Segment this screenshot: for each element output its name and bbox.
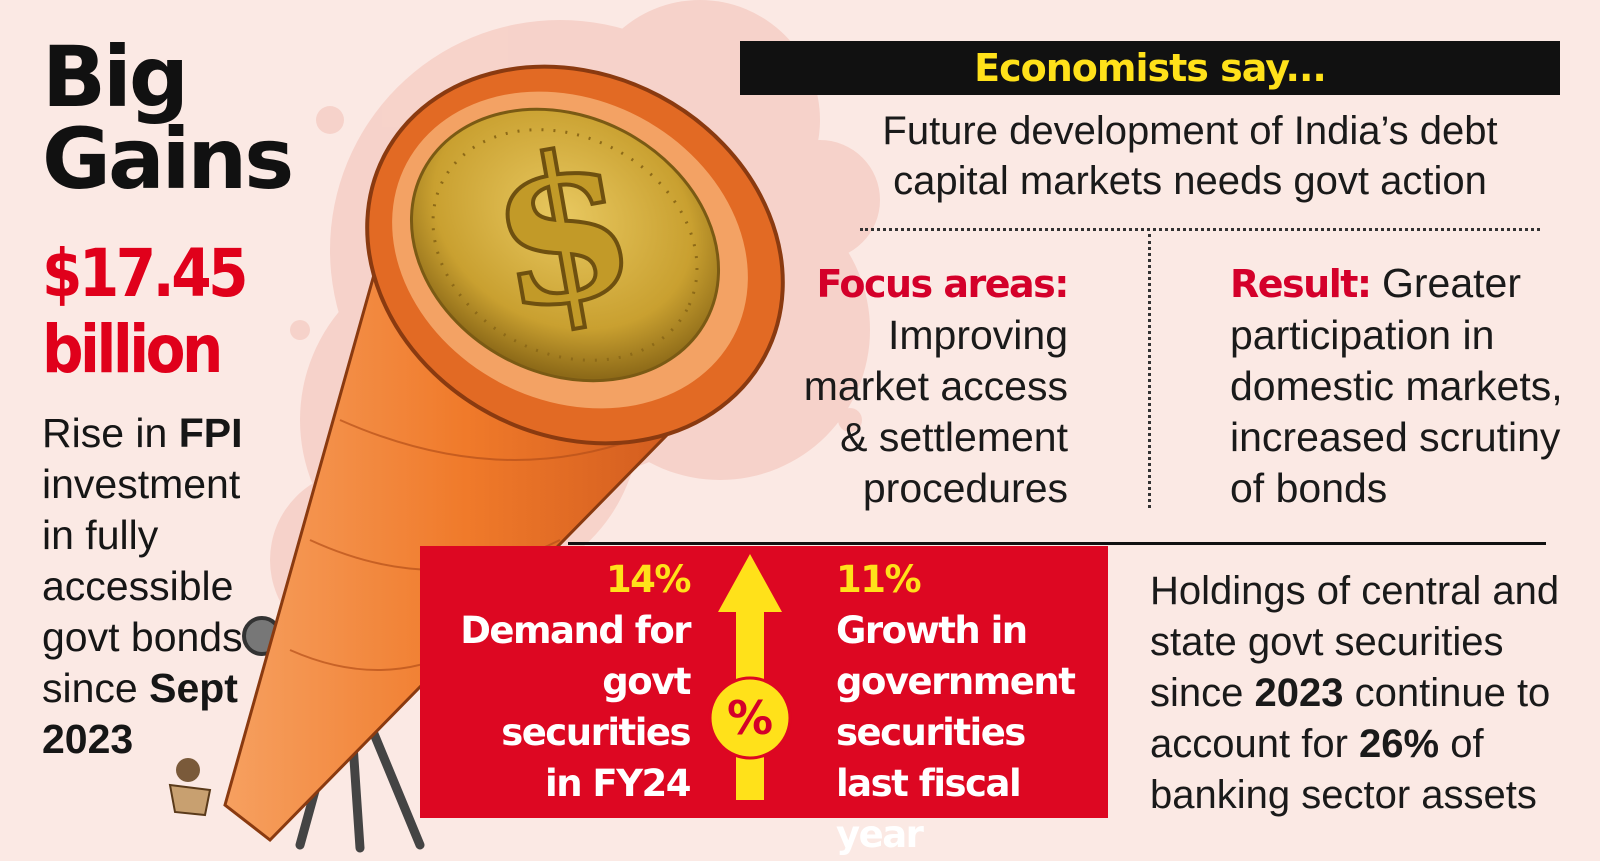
note-text-2: continue to account for [1150,671,1551,766]
stat-demand: 14% Demand for govt securities in FY24 [460,554,692,809]
banner-label: Economists say... [974,46,1327,90]
desc-text: Rise in [42,410,179,456]
stat-growth-percent: 11% [836,558,922,601]
title-line-1: Big [42,28,189,126]
dotted-divider-vertical [1148,234,1151,508]
focus-areas-block: Focus areas: Improving market access & s… [800,258,1070,514]
stat-demand-percent: 14% [605,558,692,601]
page-title: Big Gains [42,28,322,208]
desc-bold-fpi: FPI [178,410,243,456]
result-label: Result: [1230,262,1372,306]
focus-areas-label: Focus areas: [816,262,1069,306]
holdings-note: Holdings of central and state govt secur… [1150,566,1570,821]
dollar-coin-icon: $ [409,101,721,383]
amount-description: Rise in FPI investment in fully accessib… [42,408,282,765]
desc-date: Sept 2023 [42,665,238,762]
amount-unit: billion [42,311,223,388]
percent-icon: % [708,676,792,760]
amount-value: $17.45 [42,235,249,312]
economists-banner: Economists say... [740,41,1560,95]
title-line-2: Gains [42,110,294,208]
result-text: Greater participation in domestic market… [1230,260,1563,511]
note-year: 2023 [1254,671,1344,715]
headline-text: Future development of India’s debt capit… [882,109,1498,203]
focus-areas-text: Improving market access & settlement pro… [803,312,1068,511]
note-percent: 26% [1359,722,1440,766]
result-block: Result: Greater participation in domesti… [1230,258,1570,514]
stat-growth: 11% Growth in government securities last… [836,554,1100,860]
stat-growth-text: Growth in government securities last fis… [836,609,1076,856]
percent-symbol: % [727,691,773,745]
person-figure-icon [168,758,212,817]
dotted-divider-horizontal [860,228,1540,231]
section-divider [568,542,1546,545]
stat-demand-text: Demand for govt securities in FY24 [460,609,691,805]
headline-amount: $17.45 billion [42,236,253,388]
note-text-1: Holdings of central and state govt secur… [1150,569,1560,715]
note-text-3: of banking sector assets [1150,722,1537,817]
desc-text-rest: investment in fully accessible govt bond… [42,461,243,711]
